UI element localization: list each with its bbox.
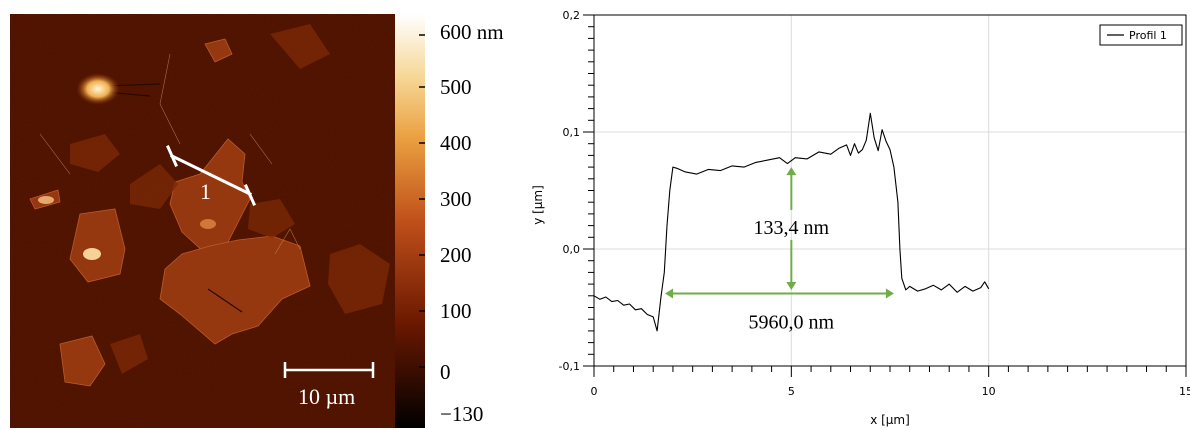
colorbar-label: 600 nm — [440, 20, 504, 44]
afm-height-map: 1 10 µm — [10, 14, 395, 428]
annotation-label: 133,4 nm — [754, 217, 830, 239]
y-tick-label: 0,1 — [563, 126, 581, 139]
width-arrow-head — [665, 288, 674, 299]
profile-line-label: 1 — [200, 179, 211, 204]
legend-box — [1099, 24, 1183, 46]
plot-frame — [593, 14, 1187, 367]
width-arrow-head — [885, 288, 894, 299]
legend-label: Profil 1 — [1129, 29, 1167, 42]
chart-annotations: 133,4 nm 5960,0 nm — [665, 167, 894, 334]
y-tick-label: 0,2 — [563, 9, 581, 22]
y-tick-label: 0,0 — [563, 243, 581, 256]
profile-line-1 — [166, 145, 256, 206]
colorbar-label: −130 — [440, 402, 484, 426]
y-tick-label: -0,1 — [559, 360, 580, 373]
x-tick-label: 5 — [788, 385, 795, 398]
afm-height-map-panel: 1 10 µm — [0, 0, 530, 430]
scale-bar — [283, 362, 375, 378]
scale-bar-label: 10 µm — [298, 384, 355, 409]
chart-ticks: 0 5 10 15 -0,1 0,0 0,1 0,2 — [559, 9, 1190, 398]
x-tick-label: 15 — [1179, 385, 1190, 398]
height-colorbar — [395, 14, 425, 428]
colorbar-label: 100 — [440, 299, 472, 323]
chart-grid — [593, 14, 1187, 367]
height-arrow-head — [786, 281, 797, 290]
colorbar-label: 0 — [440, 360, 451, 384]
y-axis-label: y [µm] — [531, 185, 545, 225]
chart-legend: Profil 1 — [1099, 24, 1183, 46]
height-profile-chart: 0 5 10 15 -0,1 0,0 0,1 0,2 133,4 nm 5960,0 nm Pr… — [531, 9, 1190, 427]
annotation-label: 5960,0 nm — [749, 312, 835, 334]
colorbar-label: 200 — [440, 243, 472, 267]
height-arrow-head — [786, 167, 797, 176]
profile-series-line — [593, 112, 990, 332]
colorbar-label: 500 — [440, 75, 472, 99]
chart-series — [593, 112, 990, 332]
graphene-flakes — [29, 38, 311, 387]
x-tick-label: 10 — [982, 385, 996, 398]
x-axis-label: x [µm] — [870, 413, 910, 427]
x-tick-label: 0 — [591, 385, 598, 398]
colorbar-label: 400 — [440, 131, 472, 155]
colorbar-label: 300 — [440, 187, 472, 211]
